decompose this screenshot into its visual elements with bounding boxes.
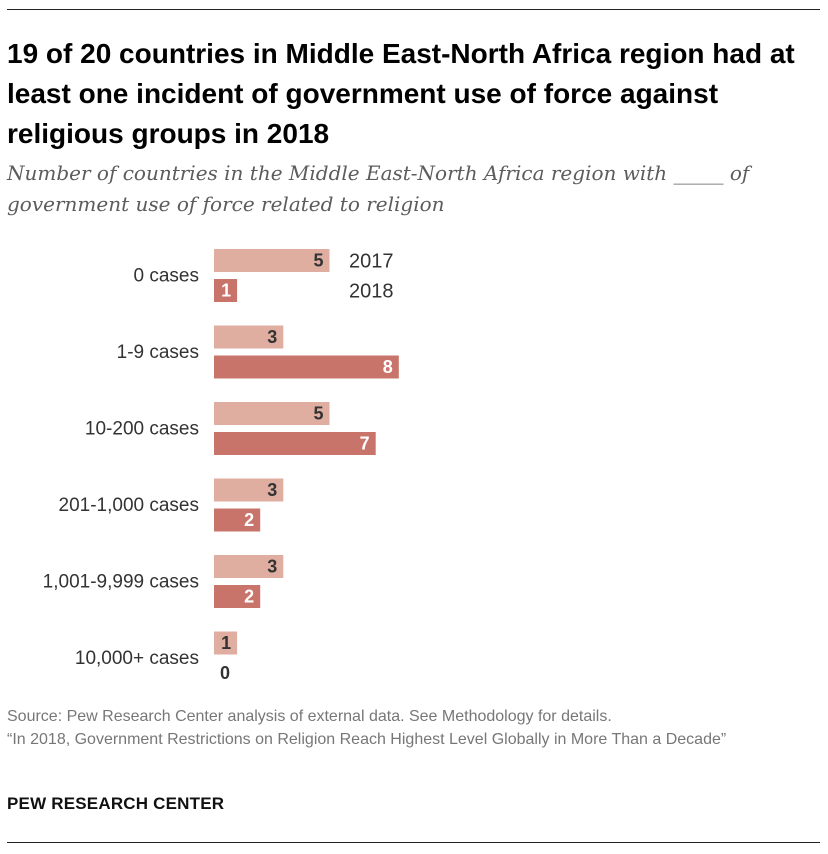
chart-title: 19 of 20 countries in Middle East-North … xyxy=(7,38,795,149)
value-label: 1 xyxy=(221,281,231,301)
legend-label-2018: 2018 xyxy=(349,281,394,303)
category-label: 1,001-9,999 cases xyxy=(43,572,199,593)
value-label: 7 xyxy=(360,434,370,454)
chart-subtitle: Number of countries in the Middle East-N… xyxy=(7,161,750,216)
source-note: Source: Pew Research Center analysis of … xyxy=(7,705,822,751)
bottom-rule xyxy=(7,842,820,843)
value-label: 3 xyxy=(267,480,277,500)
value-label: 1 xyxy=(221,633,231,653)
value-label: 8 xyxy=(383,357,393,377)
value-label: 2 xyxy=(244,587,254,607)
value-label: 3 xyxy=(267,557,277,577)
source-line: Source: Pew Research Center analysis of … xyxy=(7,708,612,725)
bar-2018 xyxy=(214,508,261,532)
top-rule xyxy=(7,9,820,10)
category-label: 201-1,000 cases xyxy=(59,495,200,516)
bar-2017 xyxy=(214,555,284,578)
bar-2017 xyxy=(214,478,284,502)
bar-chart: 0 cases 5 1 1-9 cases 3 8 10-200 cases 5 7 201-1,… xyxy=(43,249,399,683)
category-label: 10,000+ cases xyxy=(75,648,199,669)
bar-2018 xyxy=(214,432,376,455)
category-label: 10-200 cases xyxy=(85,419,199,440)
bar-2018 xyxy=(214,279,238,302)
bar-2017 xyxy=(214,249,330,272)
bar-2018 xyxy=(214,355,399,379)
value-label: 5 xyxy=(313,251,323,271)
legend-label-2017: 2017 xyxy=(349,251,394,273)
bar-2018 xyxy=(214,585,261,608)
bar-2017 xyxy=(214,402,330,425)
bar-2017 xyxy=(214,631,238,655)
bar-2017 xyxy=(214,325,284,349)
value-label: 3 xyxy=(267,327,277,347)
value-label: 0 xyxy=(220,663,230,683)
value-label: 5 xyxy=(313,404,323,424)
pew-logo-text: PEW RESEARCH CENTER xyxy=(7,794,225,813)
value-label: 2 xyxy=(244,510,254,530)
category-label: 0 cases xyxy=(134,266,199,287)
report-line: “In 2018, Government Restrictions on Rel… xyxy=(7,731,727,748)
category-label: 1-9 cases xyxy=(117,342,199,363)
